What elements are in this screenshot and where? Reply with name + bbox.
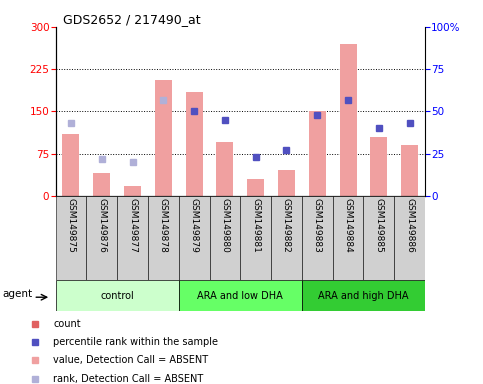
Bar <box>309 111 326 196</box>
Text: GSM149875: GSM149875 <box>67 199 75 253</box>
Bar <box>271 196 302 280</box>
Text: ARA and low DHA: ARA and low DHA <box>198 291 283 301</box>
Text: GDS2652 / 217490_at: GDS2652 / 217490_at <box>63 13 200 26</box>
Bar <box>340 44 356 196</box>
Text: GSM149878: GSM149878 <box>159 199 168 253</box>
Text: GSM149880: GSM149880 <box>220 199 229 253</box>
Bar <box>56 280 179 311</box>
Text: percentile rank within the sample: percentile rank within the sample <box>53 337 218 347</box>
Bar <box>62 134 79 196</box>
Bar <box>401 145 418 196</box>
Bar <box>302 280 425 311</box>
Bar <box>185 92 202 196</box>
Bar <box>117 196 148 280</box>
Bar <box>333 196 364 280</box>
Bar <box>124 186 141 196</box>
Bar <box>216 142 233 196</box>
Bar <box>148 196 179 280</box>
Text: GSM149886: GSM149886 <box>405 199 414 253</box>
Bar <box>247 179 264 196</box>
Text: ARA and high DHA: ARA and high DHA <box>318 291 409 301</box>
Bar <box>179 280 302 311</box>
Bar <box>155 80 172 196</box>
Text: GSM149877: GSM149877 <box>128 199 137 253</box>
Text: GSM149883: GSM149883 <box>313 199 322 253</box>
Text: GSM149881: GSM149881 <box>251 199 260 253</box>
Text: GSM149879: GSM149879 <box>190 199 199 253</box>
Bar <box>56 196 86 280</box>
Bar <box>240 196 271 280</box>
Bar <box>93 173 110 196</box>
Bar <box>370 137 387 196</box>
Bar <box>394 196 425 280</box>
Text: GSM149876: GSM149876 <box>97 199 106 253</box>
Text: agent: agent <box>3 289 33 299</box>
Bar <box>302 196 333 280</box>
Text: value, Detection Call = ABSENT: value, Detection Call = ABSENT <box>53 355 209 365</box>
Text: GSM149884: GSM149884 <box>343 199 353 253</box>
Text: control: control <box>100 291 134 301</box>
Text: count: count <box>53 319 81 329</box>
Text: GSM149882: GSM149882 <box>282 199 291 253</box>
Bar <box>179 196 210 280</box>
Text: rank, Detection Call = ABSENT: rank, Detection Call = ABSENT <box>53 374 204 384</box>
Bar <box>278 170 295 196</box>
Bar <box>210 196 240 280</box>
Bar <box>364 196 394 280</box>
Text: GSM149885: GSM149885 <box>374 199 384 253</box>
Bar <box>86 196 117 280</box>
